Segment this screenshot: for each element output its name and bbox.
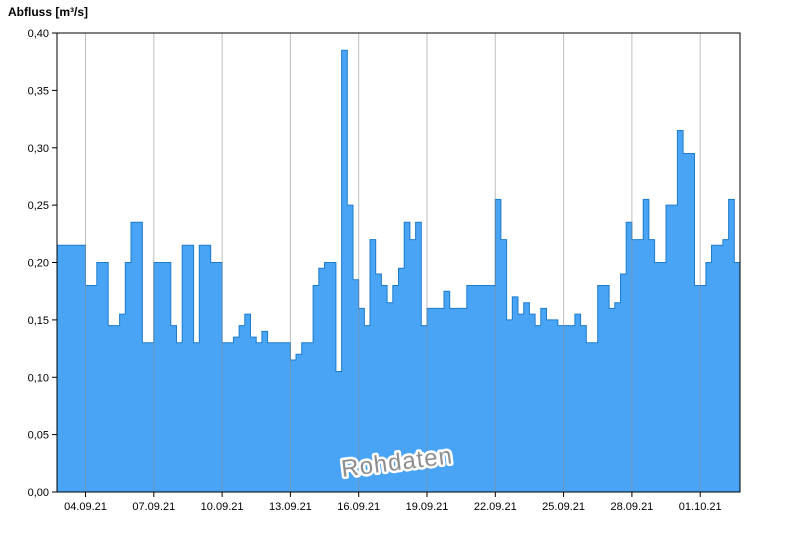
x-tick-label: 07.09.21 [132,501,175,513]
y-tick-label: 0,25 [28,200,49,212]
y-tick-label: 0,00 [28,487,49,499]
x-tick-label: 16.09.21 [337,501,380,513]
x-tick-label: 13.09.21 [269,501,312,513]
y-tick-label: 0,10 [28,372,49,384]
x-tick-label: 10.09.21 [201,501,244,513]
x-tick-label: 22.09.21 [474,501,517,513]
x-tick-label: 04.09.21 [64,501,107,513]
axes [52,32,741,497]
series-line [57,49,740,372]
x-tick-label: 28.09.21 [610,501,653,513]
y-tick-label: 0,40 [28,28,49,40]
y-tick-label: 0,20 [28,258,49,270]
x-tick-label: 19.09.21 [406,501,449,513]
y-tick-label: 0,15 [28,315,49,327]
x-tick-label: 01.10.21 [679,501,722,513]
gridlines [85,33,701,492]
y-tick-label: 0,35 [28,85,49,97]
area-series [57,49,740,492]
y-tick-label: 0,05 [28,430,49,442]
x-tick-label: 25.09.21 [542,501,585,513]
axis-labels: 0,00 0,05 0,10 0,15 0,20 0,25 0,30 0,35 0,40 04.0… [28,28,722,513]
y-axis-title: Abfluss [m³/s] [8,5,89,19]
y-tick-label: 0,30 [28,143,49,155]
